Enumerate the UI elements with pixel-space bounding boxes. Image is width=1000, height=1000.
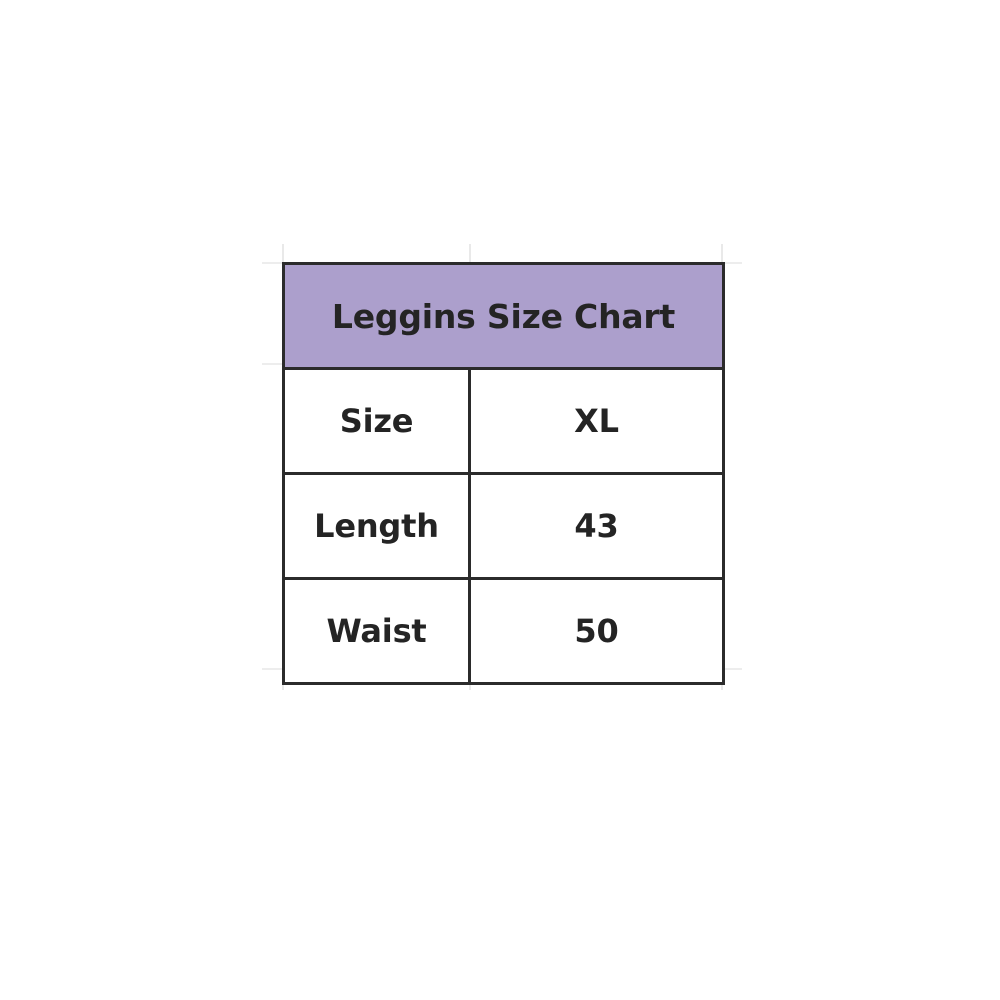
- row-label-length: Length: [282, 472, 471, 580]
- gridline-horizontal-bottom-left: [262, 668, 284, 670]
- table-row: Length 43: [282, 472, 725, 580]
- chart-title: Leggins Size Chart: [282, 262, 725, 370]
- table-header-row: Leggins Size Chart: [282, 262, 725, 370]
- table-row: Size XL: [282, 367, 725, 475]
- row-label-waist: Waist: [282, 577, 471, 685]
- gridline-horizontal-header: [262, 363, 284, 365]
- row-value-length: 43: [468, 472, 725, 580]
- row-label-size: Size: [282, 367, 471, 475]
- row-value-size: XL: [468, 367, 725, 475]
- table-row: Waist 50: [282, 577, 725, 685]
- gridline-horizontal-top: [262, 262, 284, 264]
- size-chart-table: Leggins Size Chart Size XL Length 43 Wai…: [282, 262, 725, 685]
- row-value-waist: 50: [468, 577, 725, 685]
- size-chart-container: Leggins Size Chart Size XL Length 43 Wai…: [282, 262, 725, 685]
